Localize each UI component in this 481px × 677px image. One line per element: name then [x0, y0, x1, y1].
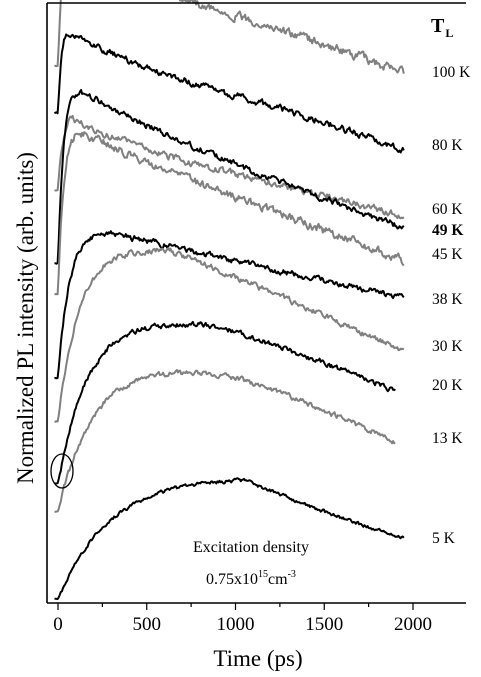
curve-13k: [54, 369, 396, 513]
annotation-unit: cm: [268, 571, 288, 588]
curve-100k: [54, 0, 405, 74]
legend-title: TL: [431, 15, 453, 40]
x-axis-title: Time (ps): [213, 646, 302, 671]
label-13k: 13 K: [432, 430, 463, 447]
label-20k: 20 K: [432, 377, 463, 394]
label-38k: 38 K: [432, 291, 463, 308]
label-45k: 45 K: [432, 246, 463, 263]
curve-5k: [54, 477, 405, 600]
label-5k: 5 K: [432, 530, 456, 547]
label-100k: 100 K: [432, 64, 471, 81]
series-labels-group: 100 K 80 K 60 K 49 K 45 K 38 K 30 K 20 K 13 K 5 K: [432, 64, 471, 547]
label-30k: 30 K: [432, 338, 463, 355]
annotation-line2: 0.75x1015cm-3: [206, 569, 296, 588]
curve-49k: [54, 89, 405, 265]
label-49k: 49 K: [432, 222, 463, 239]
annotation-exp: 15: [258, 569, 268, 580]
curve-38k: [54, 230, 405, 380]
x-ticks-group: 0 500 1000 1500 2000: [53, 603, 432, 635]
x-tick-label-1500: 1500: [305, 614, 343, 635]
legend-title-main: T: [431, 15, 445, 37]
annotation-line1: Excitation density: [193, 539, 309, 556]
curve-30k: [54, 247, 405, 423]
x-tick-label-0: 0: [53, 614, 63, 635]
annotation-main: 0.75x10: [206, 571, 258, 588]
annotation-unit-exp: -3: [288, 569, 296, 580]
highlight-ellipse: [50, 453, 74, 489]
curve-80k: [53, 33, 405, 154]
axes-group: [46, 2, 466, 604]
curve-20k: [54, 320, 396, 485]
y-axis-title: Normalized PL intensity (arb. units): [13, 152, 38, 484]
x-tick-label-1000: 1000: [217, 614, 255, 635]
label-80k: 80 K: [432, 137, 463, 154]
x-tick-label-500: 500: [133, 614, 162, 635]
curves-group: [53, 0, 405, 600]
legend-title-sub: L: [445, 26, 453, 40]
curve-45k: [54, 131, 405, 296]
curve-60k: [54, 114, 405, 220]
x-tick-label-2000: 2000: [394, 614, 432, 635]
label-60k: 60 K: [432, 201, 463, 218]
